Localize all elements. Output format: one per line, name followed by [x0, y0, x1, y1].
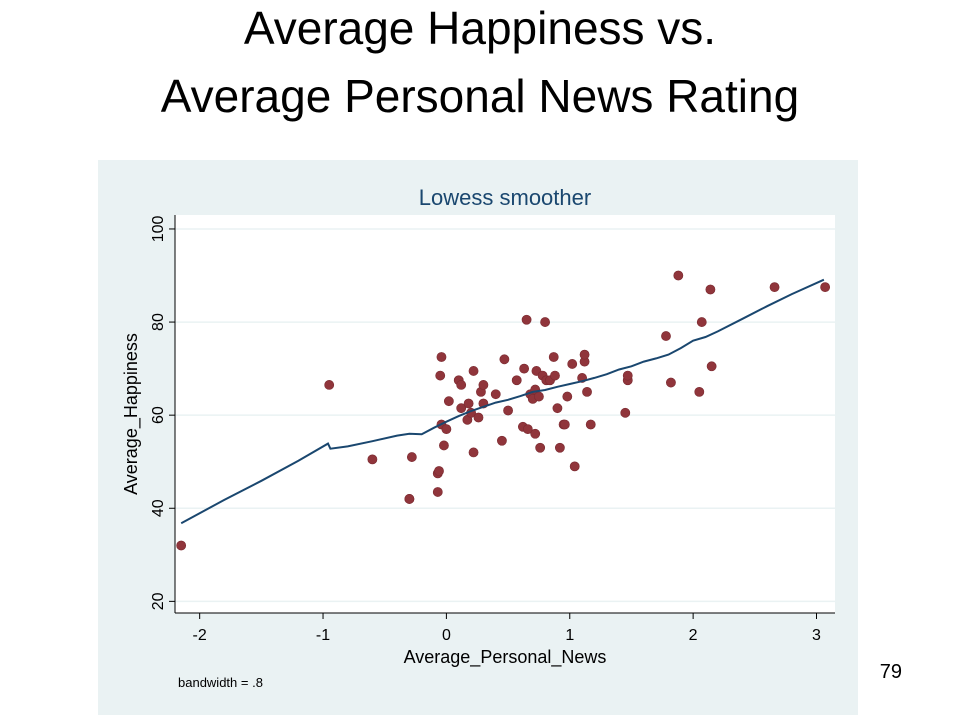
data-point: [468, 447, 479, 458]
data-point: [562, 391, 573, 402]
data-point: [324, 380, 335, 390]
data-point: [439, 440, 449, 451]
data-point: [503, 405, 513, 416]
data-point: [769, 282, 780, 293]
data-point: [622, 370, 633, 381]
x-tick-label: 0: [442, 627, 451, 644]
x-axis-label: Average_Personal_News: [404, 647, 607, 668]
data-point: [530, 428, 541, 439]
data-point: [497, 435, 507, 446]
data-point: [705, 284, 716, 295]
data-point: [820, 282, 831, 293]
x-tick-label: 1: [565, 627, 574, 644]
data-point: [499, 354, 510, 365]
x-tick-label: -2: [193, 627, 207, 644]
data-point: [463, 398, 474, 409]
data-point: [519, 363, 530, 374]
data-point: [585, 419, 596, 430]
data-point: [511, 375, 522, 386]
data-point: [569, 461, 580, 472]
y-tick-label: 20: [150, 592, 167, 610]
data-point: [436, 352, 447, 362]
data-point: [567, 359, 578, 369]
data-point: [432, 487, 443, 497]
data-point: [434, 466, 444, 476]
data-point: [176, 540, 187, 551]
data-point: [620, 407, 631, 418]
data-point: [478, 380, 489, 390]
data-point: [468, 366, 479, 376]
scatter-points: [176, 270, 831, 551]
data-point: [473, 412, 484, 423]
data-point: [666, 377, 676, 388]
data-point: [579, 349, 590, 360]
slide-title-line-2: Average Personal News Rating: [160, 70, 800, 122]
data-point: [706, 361, 717, 372]
data-point: [694, 386, 705, 397]
data-point: [582, 386, 592, 397]
lowess-smoother-line: [180, 278, 825, 525]
page-number: 79: [879, 661, 902, 683]
y-tick-label: 60: [150, 406, 167, 424]
data-point: [522, 424, 533, 435]
data-point: [550, 370, 560, 381]
data-point: [406, 452, 417, 462]
data-point: [490, 389, 501, 400]
data-point: [521, 314, 532, 325]
data-point: [441, 424, 452, 435]
x-tick-label: -1: [316, 627, 330, 644]
x-axis: -2 -1 0 1 2 3: [175, 612, 835, 644]
x-tick-label: 3: [812, 627, 821, 644]
y-tick-label: 80: [150, 313, 167, 331]
chart-title: Lowess smoother: [419, 185, 591, 210]
slide-title-line-1: Average Happiness vs.: [243, 2, 717, 54]
data-point: [443, 396, 454, 407]
data-point: [661, 331, 671, 341]
data-point: [404, 494, 415, 504]
bandwidth-note: bandwidth = .8: [178, 675, 263, 690]
data-point: [367, 454, 378, 465]
data-point: [548, 352, 559, 362]
y-tick-label: 100: [150, 216, 167, 243]
data-point: [435, 370, 446, 381]
data-point: [673, 270, 684, 281]
data-point: [696, 317, 707, 327]
x-tick-label: 2: [689, 627, 698, 644]
data-point: [456, 403, 467, 414]
data-point: [535, 442, 546, 453]
data-point: [559, 419, 570, 430]
grid-lines: [175, 228, 835, 603]
data-point: [456, 380, 467, 390]
y-axis: 20 40 60 80 100: [150, 215, 176, 613]
y-axis-label: Average_Happiness: [121, 333, 142, 495]
data-point: [534, 391, 544, 402]
data-point: [552, 403, 563, 414]
data-point: [540, 317, 550, 327]
data-point: [554, 442, 565, 453]
y-tick-label: 40: [150, 499, 167, 517]
